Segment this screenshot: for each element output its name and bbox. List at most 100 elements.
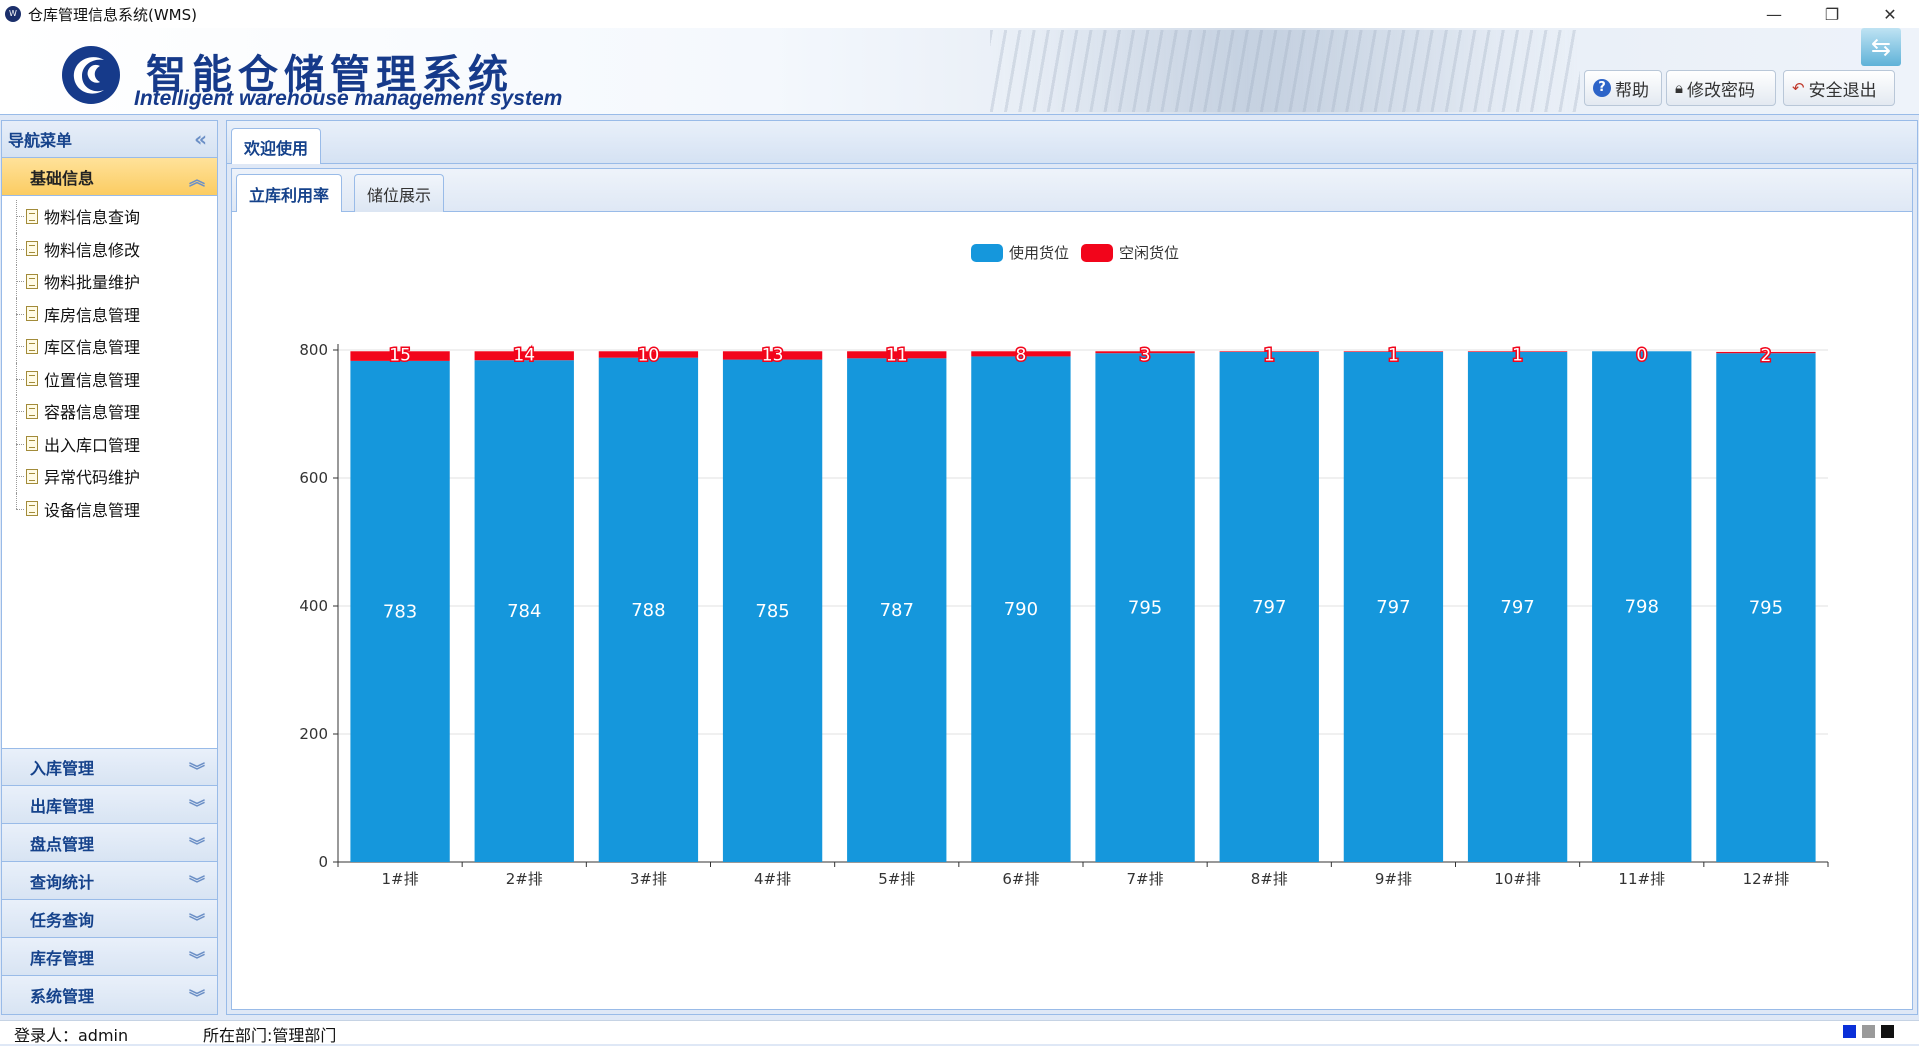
company-logo bbox=[62, 46, 120, 104]
tab-utilization[interactable]: 立库利用率 bbox=[236, 174, 343, 212]
change-password-button[interactable]: 🔒︎ 修改密码 bbox=[1666, 70, 1776, 106]
nav-section-stocktake[interactable]: 盘点管理 ︾ bbox=[2, 824, 217, 862]
nav-item-label: 库区信息管理 bbox=[44, 338, 141, 358]
nav-item-zone[interactable]: 库区信息管理 bbox=[2, 330, 217, 363]
data-label-used: 797 bbox=[1376, 597, 1410, 618]
nav-section-outbound[interactable]: 出库管理 ︾ bbox=[2, 786, 217, 824]
bar-used bbox=[1716, 353, 1816, 862]
logout-icon: ↶ bbox=[1792, 79, 1805, 97]
legend-swatch bbox=[971, 244, 1003, 262]
nav-section-label: 查询统计 bbox=[30, 872, 95, 892]
data-label-empty: 8 bbox=[1016, 345, 1027, 365]
document-icon bbox=[26, 468, 38, 484]
bar-empty bbox=[847, 351, 947, 359]
tab-welcome[interactable]: 欢迎使用 bbox=[231, 128, 322, 164]
logout-label: 安全退出 bbox=[1808, 80, 1877, 101]
bar-used bbox=[1467, 351, 1568, 862]
data-label-used: 788 bbox=[631, 600, 665, 621]
data-label-used: 797 bbox=[1500, 597, 1534, 618]
nav-section-basic-info[interactable]: 基础信息 ︽ bbox=[2, 158, 217, 196]
legend-label: 使用货位 bbox=[1009, 244, 1069, 262]
department: 所在部门:管理部门 bbox=[203, 1026, 337, 1045]
x-tick-label: 5#排 bbox=[878, 870, 915, 888]
data-label-empty: 3 bbox=[1140, 345, 1151, 365]
nav-section-inbound[interactable]: 入库管理 ︾ bbox=[2, 748, 217, 786]
nav-item-error-code[interactable]: 异常代码维护 bbox=[2, 460, 217, 493]
switch-icon[interactable]: ⇆ bbox=[1861, 28, 1901, 66]
bar-empty bbox=[598, 351, 699, 358]
nav-section-inventory[interactable]: 库存管理 ︾ bbox=[2, 938, 217, 976]
nav-item-label: 异常代码维护 bbox=[44, 468, 141, 488]
help-icon: ? bbox=[1593, 79, 1611, 97]
document-icon bbox=[26, 306, 38, 322]
chevron-down-icon: ︾ bbox=[188, 950, 205, 969]
data-label-empty: 1 bbox=[1264, 345, 1275, 365]
theme-swatch-blue[interactable] bbox=[1843, 1025, 1856, 1038]
maximize-button[interactable]: ❐ bbox=[1824, 4, 1840, 24]
nav-item-material-edit[interactable]: 物料信息修改 bbox=[2, 232, 217, 266]
nav-item-label: 物料信息修改 bbox=[44, 240, 141, 260]
x-tick-label: 6#排 bbox=[1002, 870, 1039, 888]
logout-button[interactable]: ↶ 安全退出 bbox=[1783, 70, 1895, 106]
nav-item-material-batch[interactable]: 物料批量维护 bbox=[2, 265, 217, 298]
nav-section-system[interactable]: 系统管理 ︾ bbox=[2, 976, 217, 1014]
y-tick-label: 800 bbox=[299, 341, 328, 359]
data-label-used: 798 bbox=[1625, 597, 1659, 618]
nav-section-statistics[interactable]: 查询统计 ︾ bbox=[2, 862, 217, 900]
nav-item-location[interactable]: 位置信息管理 bbox=[2, 362, 217, 396]
document-icon bbox=[26, 241, 38, 257]
data-label-empty: 0 bbox=[1636, 345, 1647, 365]
x-tick-label: 4#排 bbox=[754, 870, 791, 888]
chevron-down-icon: ︾ bbox=[188, 874, 205, 893]
x-tick-label: 9#排 bbox=[1375, 870, 1412, 888]
nav-title: 导航菜单 bbox=[8, 131, 73, 150]
document-icon bbox=[26, 338, 38, 354]
bar-empty bbox=[971, 351, 1071, 357]
nav-item-io-port[interactable]: 出入库口管理 bbox=[2, 427, 217, 461]
x-tick-label: 1#排 bbox=[382, 870, 419, 888]
inner-tab-strip: 立库利用率 储位展示 bbox=[232, 169, 1912, 212]
bar-used bbox=[1592, 351, 1692, 862]
x-tick-label: 10#排 bbox=[1494, 870, 1541, 888]
document-icon bbox=[26, 501, 38, 517]
theme-swatch-gray[interactable] bbox=[1862, 1025, 1875, 1038]
nav-item-label: 位置信息管理 bbox=[44, 370, 141, 390]
data-label-used: 790 bbox=[1004, 599, 1038, 620]
data-label-empty: 1 bbox=[1512, 345, 1523, 365]
nav-item-warehouse[interactable]: 库房信息管理 bbox=[2, 297, 217, 331]
window-title: 仓库管理信息系统(WMS) bbox=[28, 5, 197, 24]
login-user: 登录人：admin bbox=[14, 1026, 129, 1045]
nav-section-label: 入库管理 bbox=[30, 759, 95, 778]
nav-section-label: 出库管理 bbox=[30, 796, 95, 816]
help-button[interactable]: ? 帮助 bbox=[1584, 70, 1662, 106]
bar-used bbox=[1343, 351, 1444, 862]
bar-used bbox=[474, 360, 574, 862]
document-icon bbox=[26, 371, 38, 387]
nav-section-tasks[interactable]: 任务查询 ︾ bbox=[2, 900, 217, 938]
y-tick-label: 0 bbox=[318, 853, 328, 871]
nav-item-equipment[interactable]: 设备信息管理 bbox=[2, 492, 217, 526]
data-label-empty: 1 bbox=[1388, 345, 1399, 365]
chevron-up-icon: ︽ bbox=[188, 170, 205, 189]
bar-empty bbox=[1343, 351, 1444, 352]
minimize-button[interactable]: — bbox=[1766, 4, 1782, 24]
y-tick-label: 600 bbox=[299, 469, 328, 487]
chevron-down-icon: ︾ bbox=[188, 798, 205, 817]
tab-storage-display[interactable]: 储位展示 bbox=[354, 174, 445, 212]
nav-item-material-query[interactable]: 物料信息查询 bbox=[2, 200, 217, 233]
theme-swatch-black[interactable] bbox=[1881, 1025, 1894, 1038]
bar-empty bbox=[1095, 351, 1195, 354]
nav-item-container[interactable]: 容器信息管理 bbox=[2, 395, 217, 428]
change-password-label: 修改密码 bbox=[1686, 80, 1755, 101]
bar-empty bbox=[1467, 351, 1568, 352]
bar-empty bbox=[474, 351, 574, 361]
data-label-used: 783 bbox=[383, 601, 417, 622]
navigation-panel: 导航菜单 « 基础信息 ︽ 物料信息查询 物料信息修改 物料批量维护 库房信息管… bbox=[1, 120, 218, 1015]
bar-used bbox=[1095, 353, 1195, 862]
nav-section-label: 基础信息 bbox=[30, 168, 95, 188]
close-button[interactable]: ✕ bbox=[1883, 4, 1897, 24]
x-tick-label: 8#排 bbox=[1251, 870, 1288, 888]
collapse-left-icon[interactable]: « bbox=[194, 127, 207, 151]
x-tick-label: 2#排 bbox=[506, 870, 543, 888]
bar-used bbox=[1219, 351, 1319, 862]
